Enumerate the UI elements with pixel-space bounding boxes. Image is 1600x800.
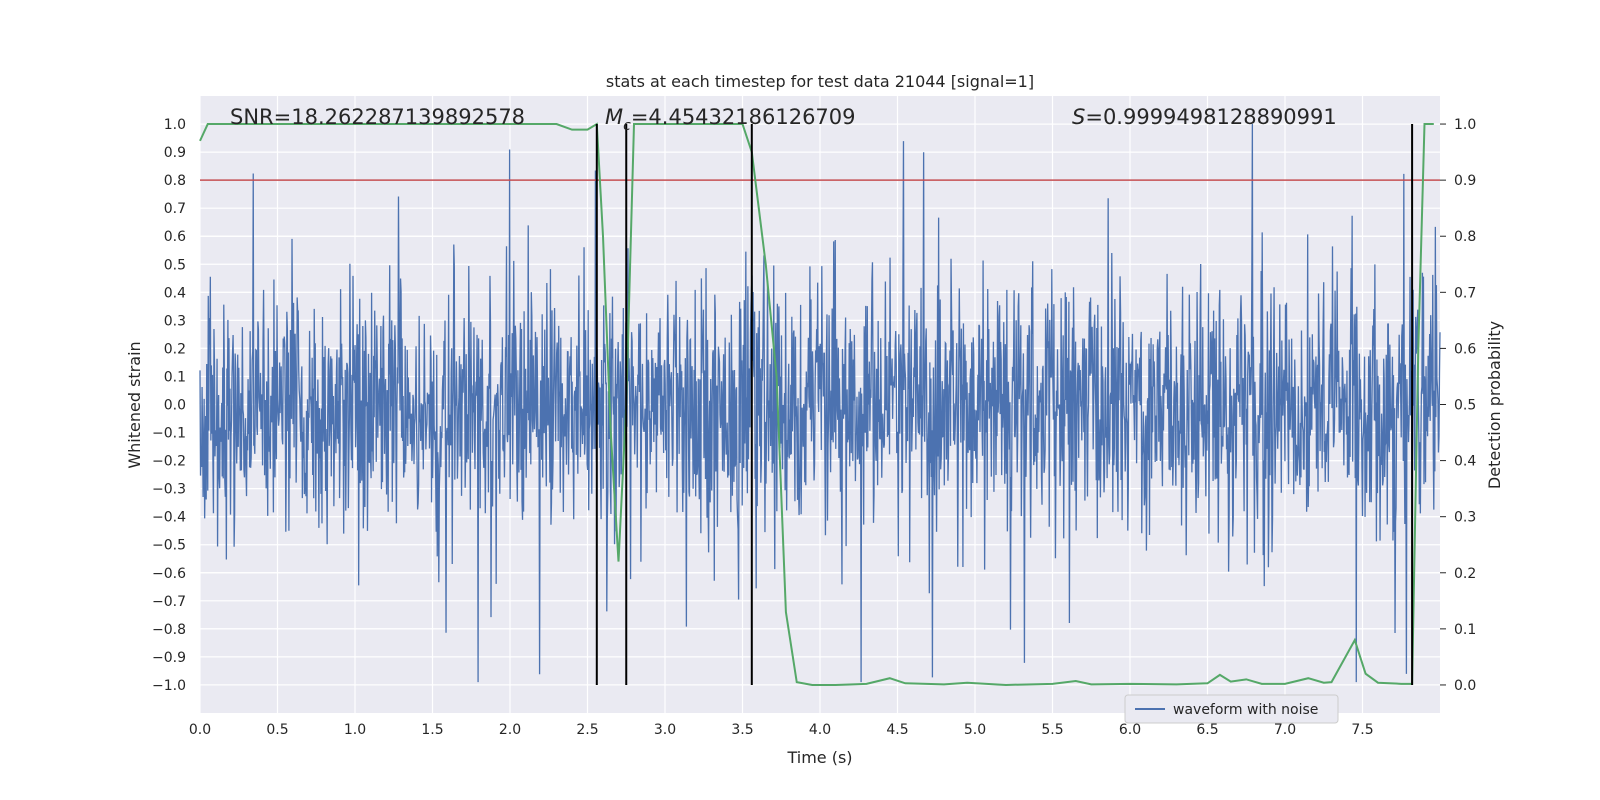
y-axis-ticks: 1.0 0.9 0.8 0.7 0.6 0.5 0.4 0.3 0.2 0.1 0.0 −0.1 −0.… [152,117,186,694]
y-tick-label: 0.6 [164,229,186,245]
y-tick-label: 0.1 [164,369,186,385]
y2-tick-label: 0.3 [1454,510,1476,526]
snr-annotation: SNR=18.262287139892578 [230,105,525,129]
detection-probability-series [199,122,1434,686]
chirp-mass-subscript: c [623,118,631,134]
legend: waveform with noise [1124,694,1339,724]
y2-tick-label: 0.5 [1454,398,1476,414]
x-tick-label: 2.0 [499,722,521,738]
legend-box [1124,694,1339,724]
y-tick-label: −0.3 [152,482,186,498]
chirp-mass-annotation: Mc=4.45432186126709 [605,105,856,134]
x-tick-label: 3.0 [654,722,676,738]
x-tick-label: 0.5 [266,722,288,738]
x-tick-label: 4.5 [886,722,908,738]
chirp-mass-value: =4.45432186126709 [631,105,856,129]
y2-tick-label: 0.6 [1454,341,1476,357]
x-tick-label: 6.0 [1119,722,1141,738]
detection-statistic-value: =0.9999498128890991 [1085,105,1336,129]
vertical-markers [595,124,1414,685]
y-tick-label: 0.2 [164,341,186,357]
y-tick-label: −0.4 [152,510,186,526]
y2-tick-label: 0.4 [1454,454,1476,470]
y-tick-label: −0.2 [152,454,186,470]
x-tick-label: 1.0 [344,722,366,738]
chart-title: stats at each timestep for test data 210… [606,72,1034,91]
x-tick-label: 7.0 [1274,722,1296,738]
y-tick-label: 0.5 [164,257,186,273]
y2-tick-label: 0.8 [1454,229,1476,245]
y-tick-label: 1.0 [164,117,186,133]
x-tick-label: 5.5 [1041,722,1063,738]
x-axis-label: Time (s) [786,748,852,767]
detection-probability-line [199,122,1434,686]
y2-tick-label: 0.9 [1454,173,1476,189]
detection-statistic-symbol: S [1072,105,1085,129]
y-tick-label: 0.0 [164,398,186,414]
detection-statistic-annotation: S=0.9999498128890991 [1072,105,1337,129]
y2-axis-label: Detection probability [1485,321,1504,489]
x-axis-ticks: 0.0 0.5 1.0 1.5 2.0 2.5 3.0 3.5 4.0 4.5 5.0 5.5 6.0 6… [189,722,1374,738]
y2-tick-label: 0.0 [1454,678,1476,694]
y-tick-label: −0.8 [152,622,186,638]
y-tick-label: −0.9 [152,650,186,666]
y-tick-label: −0.5 [152,538,186,554]
y-tick-label: 0.4 [164,285,186,301]
y2-tick-label: 1.0 [1454,117,1476,133]
y-tick-label: −0.1 [152,426,186,442]
y-tick-label: 0.3 [164,313,186,329]
chirp-mass-symbol: M [605,105,623,129]
y-axis-label: Whitened strain [125,341,144,468]
y2-tick-label: 0.2 [1454,566,1476,582]
legend-entry-waveform: waveform with noise [1173,702,1318,718]
x-tick-label: 2.5 [576,722,598,738]
waveform-with-noise-series [199,124,1441,683]
y-tick-label: −0.7 [152,594,186,610]
x-tick-label: 6.5 [1196,722,1218,738]
x-tick-label: 5.0 [964,722,986,738]
y2-axis-ticks: 1.0 0.9 0.8 0.7 0.6 0.5 0.4 0.3 0.2 0.1 0.0 [1440,117,1476,694]
y-tick-label: 0.9 [164,145,186,161]
y2-tick-label: 0.1 [1454,622,1476,638]
x-tick-label: 0.0 [189,722,211,738]
x-tick-label: 1.5 [421,722,443,738]
y2-tick-label: 0.7 [1454,285,1476,301]
x-tick-label: 3.5 [731,722,753,738]
x-tick-label: 4.0 [809,722,831,738]
x-tick-label: 7.5 [1351,722,1373,738]
y-tick-label: −1.0 [152,678,186,694]
waveform-line [199,124,1441,683]
y-tick-label: −0.6 [152,566,186,582]
y-tick-label: 0.8 [164,173,186,189]
y-tick-label: 0.7 [164,201,186,217]
